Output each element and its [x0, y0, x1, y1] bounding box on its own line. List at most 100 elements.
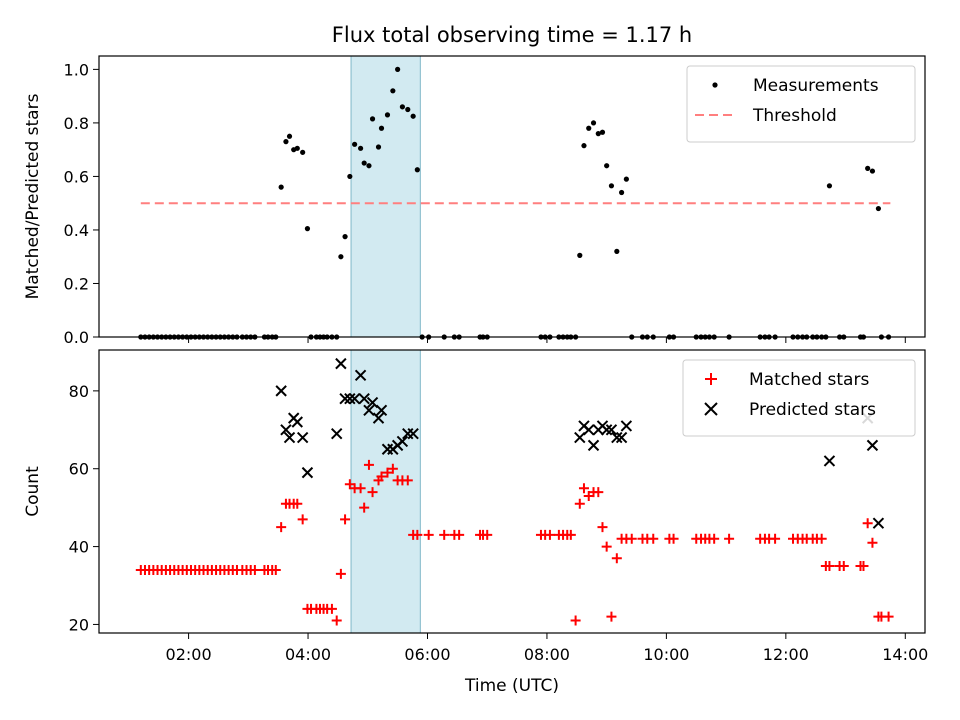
predicted-star-point [348, 392, 361, 405]
matched-star-point [601, 541, 612, 552]
measurement-point [304, 226, 311, 232]
matched-star-point [570, 615, 581, 626]
predicted-star-point [330, 427, 343, 440]
predicted-star-point [280, 424, 292, 436]
measurement-point [586, 125, 592, 131]
matched-star-point [355, 483, 366, 494]
chart-title: Flux total observing time = 1.17 h [332, 23, 692, 47]
matched-star-point [606, 611, 617, 622]
x-tick-label: 14:00 [882, 645, 928, 664]
predicted-star-point [375, 404, 388, 417]
matched-star-point [544, 529, 555, 540]
y-tick-label: 20 [69, 615, 89, 634]
measurement-point [865, 165, 871, 171]
matched-star-point [709, 533, 720, 544]
matched-star-point [593, 487, 604, 498]
predicted-star-point [354, 369, 367, 382]
matched-star-point [626, 533, 637, 544]
legend-matched-marker [705, 373, 717, 385]
matched-star-point [270, 564, 281, 575]
predicted-star-point [291, 416, 303, 428]
measurement-point [414, 167, 420, 173]
x-axis-label: Time (UTC) [464, 676, 559, 696]
y-tick-label: 0.2 [64, 274, 89, 293]
matched-star-point [824, 561, 835, 572]
measurement-point [347, 173, 353, 180]
predicted-star-point [605, 424, 618, 436]
measurement-point [590, 120, 597, 126]
bottom-x-axis: 02:00 04:00 06:00 08:00 10:00 12:00 14:00 [166, 633, 928, 664]
measurement-point [405, 106, 411, 113]
predicted-star-point [407, 427, 419, 440]
bottom-frame [98, 349, 926, 634]
matched-star-point [482, 529, 493, 540]
matched-star-point [838, 561, 849, 572]
y-tick-label: 0.6 [64, 167, 89, 186]
predicted-star-point [574, 431, 586, 444]
bottom-y-axis: 20 40 60 80 [69, 382, 99, 634]
y-tick-label: 40 [69, 538, 89, 557]
matched-star-point [363, 459, 374, 470]
matched-star-point [862, 518, 873, 529]
predicted-star-point [615, 431, 628, 444]
matched-star-point [724, 533, 735, 544]
observing-span-top [350, 55, 421, 338]
legend-predicted-marker [704, 402, 718, 416]
predicted-star-point [372, 412, 385, 424]
top-y-label: Matched/Predicted stars [23, 93, 43, 299]
matched-star-point [326, 603, 337, 614]
matched-star-point [454, 529, 465, 540]
predicted-star-point [587, 439, 600, 452]
bottom-legend: Matched stars Predicted stars [682, 359, 916, 437]
measurement-point [604, 163, 610, 169]
matched-star-point [770, 533, 781, 544]
x-tick-label: 12:00 [763, 645, 809, 664]
matched-star-point [816, 533, 827, 544]
count-points [135, 357, 894, 626]
bottom-panel: 20 40 60 80 02:00 04:00 06:00 08:00 10:00 12:00 1… [23, 349, 928, 664]
matched-star-point [331, 615, 342, 626]
measurement-point [577, 252, 583, 258]
y-tick-label: 0.8 [64, 114, 89, 133]
top-panel: 0.0 0.2 0.4 0.6 0.8 1.0 Matched/Predicted sta… [23, 55, 926, 347]
measurement-point [595, 131, 601, 137]
measurement-point [869, 168, 876, 174]
measurement-point [390, 88, 396, 94]
matched-star-point [359, 502, 370, 513]
measurement-point [614, 248, 620, 254]
measurement-point [366, 163, 372, 169]
measurement-point [283, 139, 289, 145]
matched-star-point [668, 533, 679, 544]
measurement-point [369, 116, 376, 122]
legend-label: Matched stars [749, 370, 869, 390]
matched-star-point [382, 467, 393, 478]
measurement-point [357, 145, 364, 151]
top-y-axis: 0.0 0.2 0.4 0.6 0.8 1.0 [64, 60, 99, 347]
measurement-point [361, 160, 367, 166]
matched-star-point [423, 529, 434, 540]
measurement-point [875, 205, 882, 212]
top-frame [98, 55, 926, 338]
predicted-star-point [358, 392, 370, 405]
legend-label: Threshold [752, 106, 837, 126]
matched-star-point [648, 533, 659, 544]
top-x-axis [188, 337, 906, 343]
predicted-star-point [366, 396, 379, 409]
predicted-star-point [583, 424, 595, 436]
predicted-star-point [335, 357, 347, 370]
matched-star-point [883, 611, 894, 622]
matched-star-point [412, 529, 423, 540]
predicted-star-point [283, 431, 296, 444]
matched-star-point [292, 498, 303, 509]
predicted-star-point [301, 466, 314, 479]
matched-star-point [578, 483, 589, 494]
matched-star-point [867, 537, 878, 548]
y-tick-label: 80 [69, 382, 89, 401]
y-tick-label: 60 [69, 460, 89, 479]
measurement-point [395, 66, 401, 72]
legend-box [686, 65, 916, 143]
matched-star-point [335, 568, 346, 579]
measurement-point [618, 189, 625, 196]
matched-star-point [297, 514, 308, 525]
